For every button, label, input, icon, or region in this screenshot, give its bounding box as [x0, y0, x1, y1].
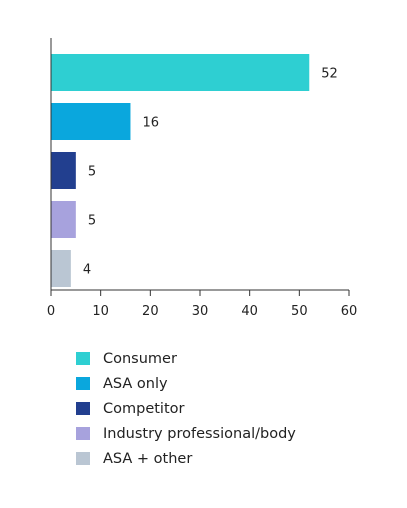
bar-value-label: 16	[142, 116, 159, 131]
legend-label: Industry professional/body	[103, 425, 296, 442]
bar-competitor	[51, 152, 76, 189]
legend-swatch	[76, 452, 90, 465]
chart-legend: Consumer ASA only Competitor Industry profe…	[76, 346, 296, 471]
x-tick-label: 0	[47, 304, 55, 319]
bar-asa-other	[51, 250, 71, 287]
legend-label: Consumer	[103, 350, 177, 367]
legend-label: ASA only	[103, 375, 168, 392]
bars-group	[51, 54, 310, 287]
legend-item: ASA + other	[76, 446, 296, 471]
bar-asa-only	[51, 103, 131, 140]
x-tick-label: 40	[241, 304, 258, 319]
legend-item: Industry professional/body	[76, 421, 296, 446]
legend-label: ASA + other	[103, 450, 193, 467]
x-tick-label: 60	[341, 304, 358, 319]
x-tick-label: 20	[142, 304, 159, 319]
legend-swatch	[76, 402, 90, 415]
axes-group: 0 10 20 30 40 50 60	[47, 38, 357, 319]
x-tick-label: 50	[291, 304, 308, 319]
bar-industry-professional-body	[51, 201, 76, 238]
bar-consumer	[51, 54, 310, 91]
bar-value-label: 5	[88, 165, 96, 180]
bar-value-label: 4	[83, 263, 91, 278]
legend-item: Competitor	[76, 396, 296, 421]
legend-item: ASA only	[76, 371, 296, 396]
legend-swatch	[76, 377, 90, 390]
legend-item: Consumer	[76, 346, 296, 371]
x-tick-label: 30	[192, 304, 209, 319]
bar-chart: 52 16 5 5 4 0 10 20 30 40 50 60	[47, 38, 357, 319]
value-labels-group: 52 16 5 5 4	[83, 67, 338, 278]
bar-value-label: 5	[88, 214, 96, 229]
legend-swatch	[76, 352, 90, 365]
legend-label: Competitor	[103, 400, 185, 417]
legend-swatch	[76, 427, 90, 440]
bar-value-label: 52	[321, 67, 338, 82]
x-tick-label: 10	[92, 304, 109, 319]
